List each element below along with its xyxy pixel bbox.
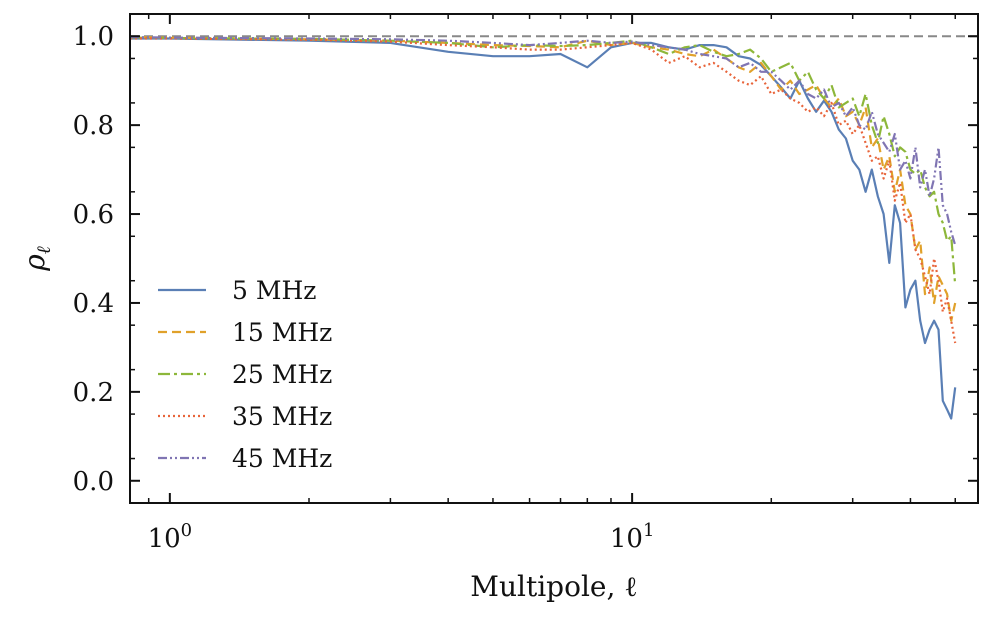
y-axis-label: ρℓ [18,246,55,271]
series-line-3 [129,36,957,286]
legend-label-2: 15 MHz [232,318,332,347]
series-line-1 [130,37,957,420]
legend-label-3: 25 MHz [232,360,332,389]
legend-label-5: 45 MHz [232,444,332,473]
legend-label-4: 35 MHz [232,402,332,431]
axis-ticks: 0.0 0.2 0.4 0.6 0.8 1.0 100 101 [73,14,978,554]
y-tick-label: 0.8 [73,111,114,141]
y-tick-label: 0.2 [73,378,114,408]
x-tick-label: 100 [148,520,193,554]
legend: 5 MHz 15 MHz 25 MHz 35 MHz 45 MHz [158,276,332,473]
x-axis-label: Multipole, ℓ [470,570,637,603]
plot-frame [129,13,979,504]
y-axis-label-symbol: ρ [18,254,51,272]
x-tick-label: 101 [610,520,655,554]
y-tick-label: 0.4 [73,289,114,319]
y-axis-label-subscript: ℓ [33,246,55,254]
y-tick-label: 0.0 [73,467,114,497]
series-line-5 [129,36,957,246]
legend-label-1: 5 MHz [232,276,316,305]
plot-area [129,35,978,420]
series-line-4 [130,37,957,344]
y-tick-label: 1.0 [73,22,114,52]
y-tick-label: 0.6 [73,200,114,230]
